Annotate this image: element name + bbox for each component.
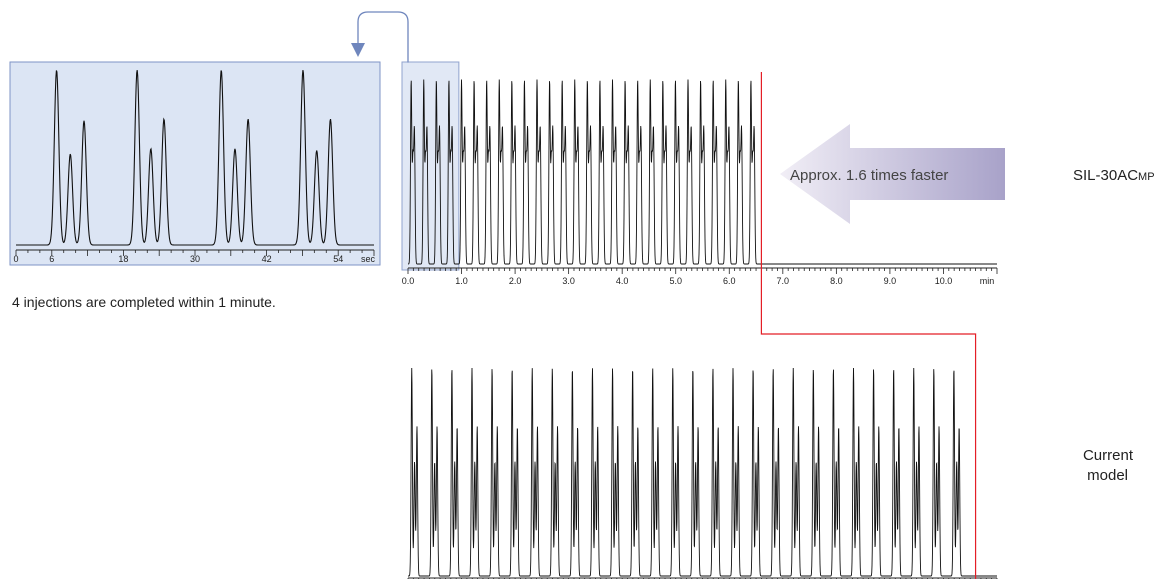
inset-tick-label: 30 <box>190 254 200 264</box>
faster-arrow: Approx. 1.6 times faster <box>780 124 1005 224</box>
sil30acmp-tick-label: 0.0 <box>402 276 415 286</box>
inset-trace-layer <box>16 70 374 246</box>
inset-tick-label: 18 <box>118 254 128 264</box>
sil30acmp-chromatogram-trace <box>407 79 762 265</box>
sil30acmp-tick-label: 8.0 <box>830 276 843 286</box>
inset-panel: 0 6 18 30 42 54 sec <box>9 61 381 266</box>
inset-tick-label: sec <box>361 254 376 264</box>
inset-caption: 4 injections are completed within 1 minu… <box>12 294 276 310</box>
current-model-label-line1: Current <box>1083 447 1134 464</box>
sil30acmp-trace-layer <box>407 79 997 265</box>
sil30acmp-tick-label: 9.0 <box>884 276 897 286</box>
sil30acmp-x-axis: 0.0 1.0 2.0 3.0 4.0 5.0 6.0 7.0 8.0 9.0 10.0 min <box>402 267 998 286</box>
link-arrow-head <box>351 43 365 57</box>
sil30acmp-tick-label: 5.0 <box>669 276 682 286</box>
sil30acmp-unit-label: min <box>980 276 995 286</box>
sil30acmp-label-sub: MP <box>1138 171 1155 183</box>
sil30acmp-tick-label: 1.0 <box>455 276 468 286</box>
faster-arrow-shape <box>780 124 1005 224</box>
inset-chromatogram-trace <box>16 70 374 246</box>
current-model-chromatogram-trace <box>408 367 976 577</box>
inset-x-axis: 0 6 18 30 42 54 sec <box>13 249 376 264</box>
inset-tick-label: 0 <box>13 254 18 264</box>
faster-arrow-label: Approx. 1.6 times faster <box>790 167 948 184</box>
current-model-label-line2: model <box>1087 467 1128 484</box>
sil30acmp-label: SIL-30ACMP <box>1073 167 1155 184</box>
current-model-trace-layer <box>408 367 997 577</box>
inset-tick-label: 54 <box>333 254 343 264</box>
link-arrow-line <box>357 11 409 63</box>
end-time-marker <box>760 72 977 579</box>
inset-tick-label: 42 <box>262 254 272 264</box>
sil30acmp-tick-label: 6.0 <box>723 276 736 286</box>
sil30acmp-tick-label: 4.0 <box>616 276 629 286</box>
chart-sil30acmp: 0.0 1.0 2.0 3.0 4.0 5.0 6.0 7.0 8.0 9.0 10.0 min <box>401 61 998 286</box>
sil30acmp-tick-label: 3.0 <box>562 276 575 286</box>
sil30acmp-label-main: SIL-30AC <box>1073 167 1138 184</box>
sil30acmp-tick-label: 2.0 <box>509 276 522 286</box>
inset-tick-label: 6 <box>49 254 54 264</box>
sil30acmp-tick-label: 10.0 <box>935 276 953 286</box>
sil30acmp-tick-label: 7.0 <box>777 276 790 286</box>
